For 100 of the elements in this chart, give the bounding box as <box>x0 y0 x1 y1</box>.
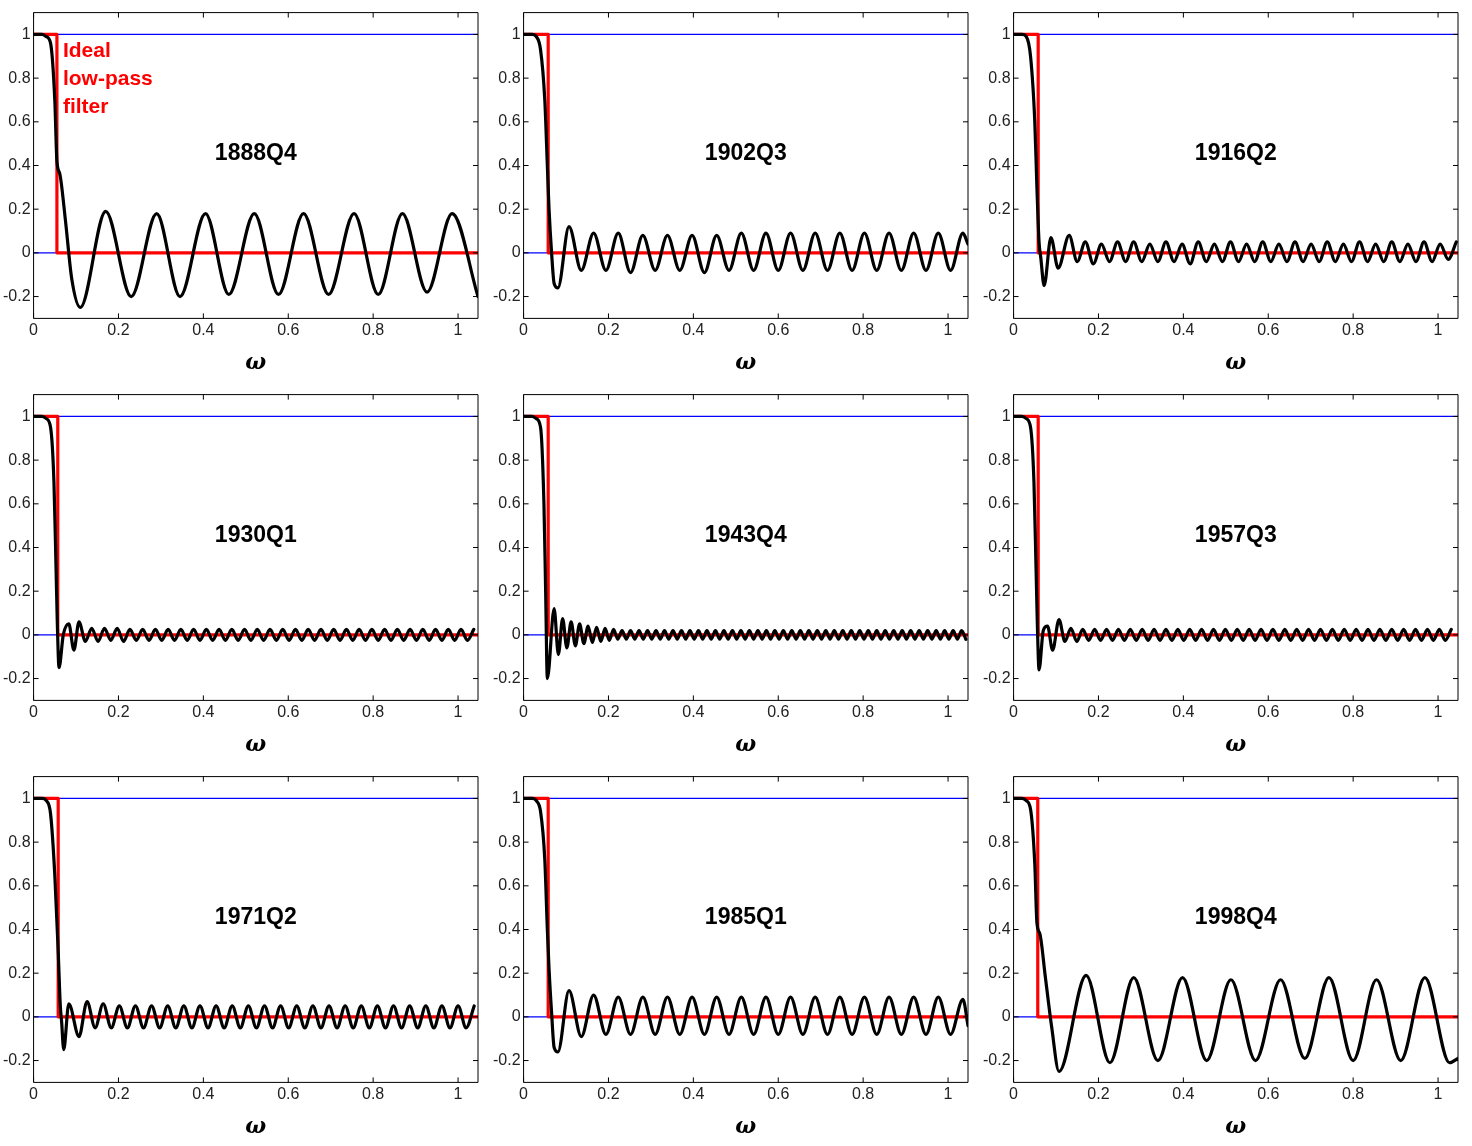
x-tick-label: 0.2 <box>107 1085 130 1103</box>
y-tick-label: 0.6 <box>498 112 521 130</box>
y-tick-label: 0.6 <box>8 494 31 512</box>
x-tick-label: 1 <box>943 703 953 721</box>
y-tick-label: 0.2 <box>8 581 31 599</box>
y-tick-label: 1 <box>511 788 521 806</box>
x-tick-label: 0.6 <box>767 321 790 339</box>
y-tick-label: 0.4 <box>8 919 31 937</box>
y-tick-label: -0.2 <box>492 1050 521 1068</box>
x-tick-label: 0.8 <box>852 321 875 339</box>
y-tick-label: -0.2 <box>982 286 1011 304</box>
y-tick-label: 0.8 <box>988 68 1011 86</box>
y-tick-label: 0.8 <box>8 832 31 850</box>
y-tick-label: 0.6 <box>498 876 521 894</box>
text: 1943Q4 <box>704 520 787 547</box>
text: 1888Q4 <box>214 138 297 165</box>
x-tick-label: 1 <box>1433 1085 1443 1103</box>
y-tick-label: 0.4 <box>988 155 1011 173</box>
y-tick-label: 0.2 <box>8 199 31 217</box>
x-tick-label: 0.2 <box>107 703 130 721</box>
x-tick-label: 0.2 <box>597 321 620 339</box>
x-tick-label: 0.2 <box>597 1085 620 1103</box>
y-tick-label: 0.8 <box>498 832 521 850</box>
x-tick-label: 0.4 <box>192 703 215 721</box>
x-tick-label: 0.2 <box>1087 321 1110 339</box>
y-tick-label: 0.4 <box>988 537 1011 555</box>
x-tick-label: 0.8 <box>1342 321 1365 339</box>
y-tick-label: 0 <box>1001 1007 1011 1025</box>
x-axis-title: ω <box>1225 347 1247 374</box>
x-tick-label: 1 <box>943 321 953 339</box>
x-tick-label: 1 <box>943 1085 953 1103</box>
y-tick-label: 0.2 <box>988 963 1011 981</box>
y-tick-label: 1 <box>1001 406 1011 424</box>
text: 1902Q3 <box>704 138 787 165</box>
x-tick-label: 0.8 <box>362 321 385 339</box>
x-tick-label: 0.6 <box>277 1085 300 1103</box>
y-tick-label: 0.4 <box>988 919 1011 937</box>
y-tick-label: 1 <box>21 406 31 424</box>
text: 1916Q2 <box>1194 138 1277 165</box>
y-tick-label: 0.2 <box>498 199 521 217</box>
x-axis-title: ω <box>735 729 757 756</box>
x-tick-label: 0.6 <box>277 703 300 721</box>
x-tick-label: 0.2 <box>107 321 130 339</box>
y-tick-label: 0 <box>21 243 31 261</box>
y-tick-label: 1 <box>21 24 31 42</box>
series-label: Ideal low-pass filter <box>62 37 153 117</box>
x-tick-label: 0.4 <box>192 321 215 339</box>
x-tick-label: 0.2 <box>1087 703 1110 721</box>
y-tick-label: 0.6 <box>988 112 1011 130</box>
y-tick-label: -0.2 <box>492 286 521 304</box>
y-tick-label: 0 <box>21 625 31 643</box>
x-tick-label: 0.4 <box>682 1085 705 1103</box>
y-tick-label: 0.4 <box>498 155 521 173</box>
text: 1930Q1 <box>214 520 297 547</box>
x-tick-label: 0.4 <box>192 1085 215 1103</box>
x-tick-label: 1 <box>1433 703 1443 721</box>
y-tick-label: 0.8 <box>498 68 521 86</box>
text: 1971Q2 <box>214 902 297 929</box>
x-axis-title: ω <box>245 347 267 374</box>
y-tick-label: 0.2 <box>498 581 521 599</box>
text: 1998Q4 <box>1194 902 1277 929</box>
x-axis-title: ω <box>1225 1111 1247 1138</box>
x-tick-label: 0.4 <box>1172 321 1195 339</box>
y-tick-label: -0.2 <box>2 1050 31 1068</box>
x-tick-label: 0.2 <box>1087 1085 1110 1103</box>
y-tick-label: 0 <box>1001 243 1011 261</box>
x-tick-label: 0.8 <box>852 703 875 721</box>
y-tick-label: 0 <box>511 243 521 261</box>
y-tick-label: 0.2 <box>498 963 521 981</box>
x-tick-label: 0.8 <box>362 1085 385 1103</box>
y-tick-label: 0 <box>21 1007 31 1025</box>
x-tick-label: 1 <box>1433 321 1443 339</box>
y-tick-label: 0.4 <box>498 537 521 555</box>
y-tick-label: 1 <box>511 24 521 42</box>
x-tick-label: 0.8 <box>1342 703 1365 721</box>
x-tick-label: 0.4 <box>682 321 705 339</box>
text: 1985Q1 <box>704 902 787 929</box>
y-tick-label: -0.2 <box>492 668 521 686</box>
y-tick-label: 0.6 <box>498 494 521 512</box>
x-tick-label: 0.6 <box>1257 1085 1280 1103</box>
y-tick-label: 0 <box>1001 625 1011 643</box>
y-tick-label: 1 <box>21 788 31 806</box>
y-tick-label: 0.8 <box>8 450 31 468</box>
y-tick-label: 0.6 <box>8 876 31 894</box>
y-tick-label: -0.2 <box>2 286 31 304</box>
x-axis-title: ω <box>245 729 267 756</box>
y-tick-label: 0.6 <box>8 112 31 130</box>
y-tick-label: 0.8 <box>498 450 521 468</box>
x-tick-label: 0.6 <box>767 1085 790 1103</box>
y-tick-label: 0 <box>511 1007 521 1025</box>
x-tick-label: 0.8 <box>362 703 385 721</box>
x-axis-title: ω <box>735 347 757 374</box>
y-tick-label: 1 <box>511 406 521 424</box>
x-tick-label: 0.6 <box>767 703 790 721</box>
x-tick-label: 1 <box>453 703 463 721</box>
x-tick-label: 0.6 <box>277 321 300 339</box>
x-tick-label: 0.8 <box>1342 1085 1365 1103</box>
y-tick-label: 0.2 <box>988 199 1011 217</box>
y-tick-label: -0.2 <box>982 1050 1011 1068</box>
y-tick-label: 0.2 <box>988 581 1011 599</box>
